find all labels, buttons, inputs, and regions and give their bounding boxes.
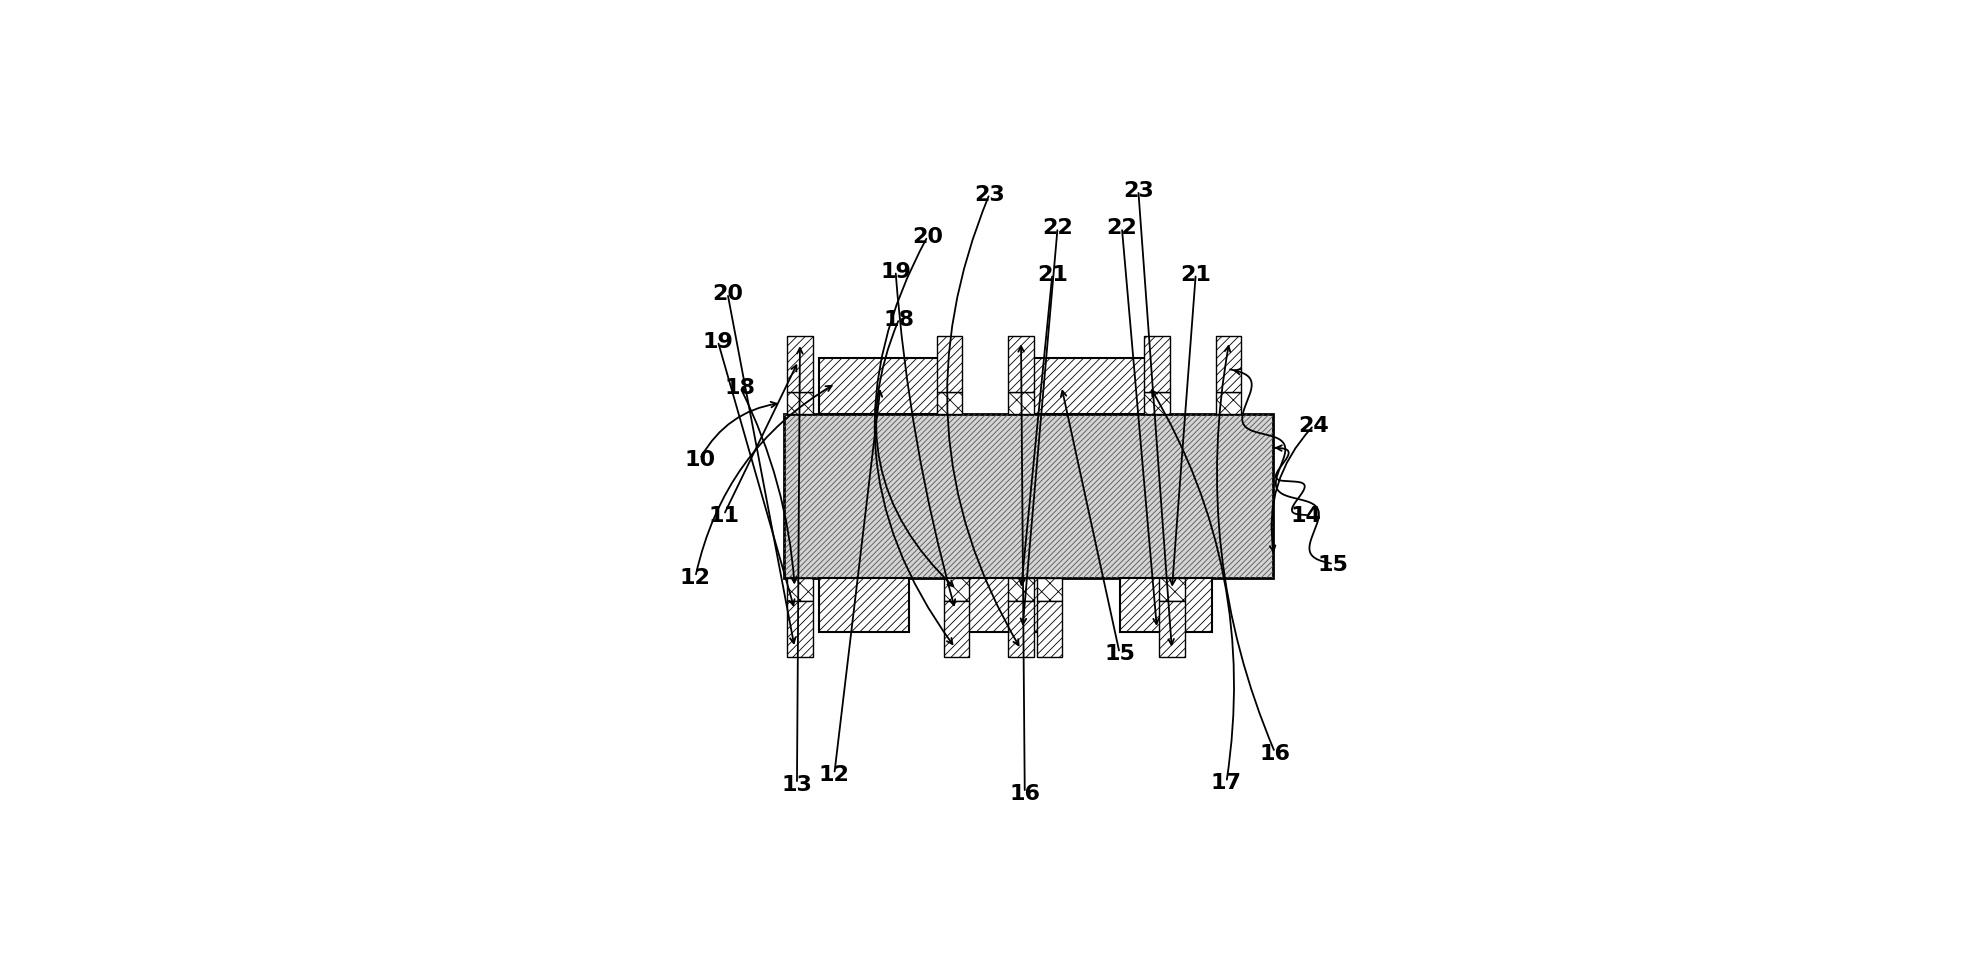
Bar (820, 359, 948, 415)
Bar (1036, 601, 1062, 657)
Text: 23: 23 (1123, 181, 1154, 201)
Text: 24: 24 (1298, 416, 1329, 436)
Bar (1215, 392, 1241, 415)
Text: 19: 19 (881, 262, 910, 281)
Text: 21: 21 (1180, 265, 1211, 285)
Bar (786, 578, 812, 601)
Text: 15: 15 (1105, 643, 1134, 664)
Text: 12: 12 (820, 765, 849, 784)
Text: 12: 12 (680, 568, 712, 587)
Bar (1160, 578, 1185, 601)
Text: 17: 17 (1211, 772, 1243, 793)
Bar (784, 415, 1272, 578)
Bar (957, 578, 1050, 633)
Bar (936, 336, 961, 392)
Bar (786, 601, 812, 657)
Text: 20: 20 (712, 284, 743, 304)
Bar (1009, 601, 1034, 657)
Text: 10: 10 (684, 450, 716, 470)
Bar (936, 392, 961, 415)
Bar (1009, 336, 1034, 392)
Text: 14: 14 (1292, 506, 1321, 525)
Bar (944, 601, 969, 657)
Bar (784, 415, 1272, 578)
Text: 18: 18 (725, 378, 755, 398)
Bar (1144, 336, 1170, 392)
Bar (1020, 359, 1156, 415)
Bar (1144, 392, 1170, 415)
Text: 22: 22 (1042, 218, 1073, 238)
Text: 21: 21 (1036, 265, 1068, 285)
Bar (1160, 601, 1185, 657)
Bar (820, 578, 908, 633)
Text: 20: 20 (912, 227, 944, 247)
Text: 23: 23 (975, 185, 1005, 204)
Text: 22: 22 (1107, 218, 1136, 238)
Text: 16: 16 (1009, 783, 1040, 803)
Bar (786, 392, 812, 415)
Bar (1009, 392, 1034, 415)
Bar (786, 336, 812, 392)
Text: 19: 19 (702, 331, 733, 352)
Text: 13: 13 (782, 774, 812, 794)
Bar (1036, 578, 1062, 601)
Bar (1119, 578, 1213, 633)
Text: 16: 16 (1260, 743, 1290, 763)
Text: 11: 11 (708, 506, 739, 525)
Bar (1215, 336, 1241, 392)
Text: 18: 18 (885, 309, 914, 329)
Text: 15: 15 (1317, 554, 1349, 574)
Bar (944, 578, 969, 601)
Bar (1009, 578, 1034, 601)
